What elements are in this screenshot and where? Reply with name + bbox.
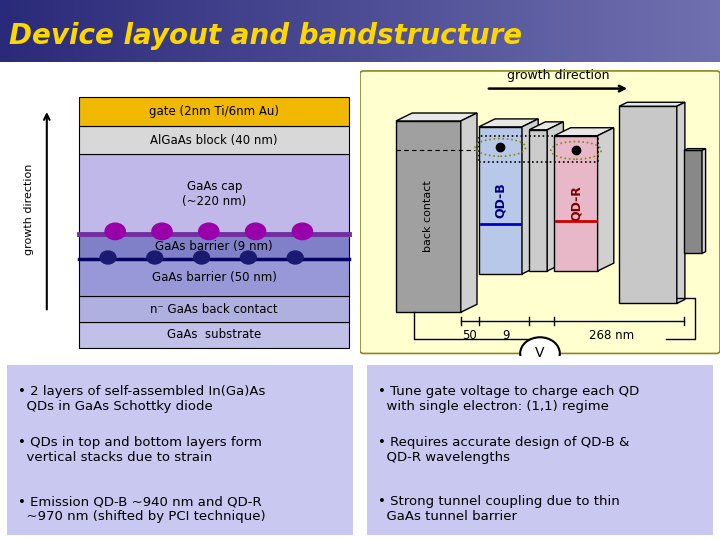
Text: QD-R: QD-R: [570, 185, 582, 221]
Text: • Strong tunnel coupling due to thin
  GaAs tunnel barrier: • Strong tunnel coupling due to thin GaA…: [377, 495, 619, 523]
Polygon shape: [619, 106, 677, 303]
Text: QD-B: QD-B: [494, 183, 507, 218]
Text: 268 nm: 268 nm: [590, 329, 634, 342]
Text: 50: 50: [462, 329, 477, 342]
Bar: [79, 322, 349, 348]
Bar: [79, 296, 349, 322]
Text: growth direction: growth direction: [507, 69, 609, 82]
Text: • Emission QD-B ~940 nm and QD-R
  ~970 nm (shifted by PCI technique): • Emission QD-B ~940 nm and QD-R ~970 nm…: [17, 495, 265, 523]
Polygon shape: [461, 113, 477, 312]
Bar: [79, 154, 349, 234]
Text: GaAs barrier (50 nm): GaAs barrier (50 nm): [152, 272, 276, 285]
FancyBboxPatch shape: [360, 71, 720, 354]
FancyBboxPatch shape: [367, 364, 713, 535]
Circle shape: [152, 223, 172, 240]
Circle shape: [100, 251, 116, 264]
Text: n⁻ GaAs back contact: n⁻ GaAs back contact: [150, 303, 278, 316]
Text: 9: 9: [502, 329, 510, 342]
Bar: [79, 97, 349, 126]
Polygon shape: [677, 102, 685, 303]
Polygon shape: [554, 128, 613, 136]
Text: AlGaAs block (40 nm): AlGaAs block (40 nm): [150, 133, 278, 146]
Bar: [79, 126, 349, 154]
Polygon shape: [522, 119, 539, 274]
FancyBboxPatch shape: [7, 364, 353, 535]
Circle shape: [147, 251, 163, 264]
Circle shape: [194, 251, 210, 264]
Text: Device layout and bandstructure: Device layout and bandstructure: [9, 22, 522, 50]
Circle shape: [287, 251, 303, 264]
Polygon shape: [396, 113, 477, 121]
Circle shape: [521, 338, 560, 370]
Bar: [79, 259, 349, 296]
Text: gate (2nm Ti/6nm Au): gate (2nm Ti/6nm Au): [149, 105, 279, 118]
Polygon shape: [684, 148, 706, 150]
Polygon shape: [598, 128, 613, 271]
Circle shape: [105, 223, 125, 240]
Text: GaAs cap
(~220 nm): GaAs cap (~220 nm): [182, 180, 246, 208]
Text: back contact: back contact: [423, 181, 433, 253]
Circle shape: [292, 223, 312, 240]
Text: GaAs barrier (9 nm): GaAs barrier (9 nm): [156, 240, 273, 253]
Polygon shape: [619, 102, 685, 106]
Polygon shape: [702, 148, 706, 253]
Text: • QDs in top and bottom layers form
  vertical stacks due to strain: • QDs in top and bottom layers form vert…: [17, 436, 261, 463]
Polygon shape: [479, 119, 539, 127]
Text: V: V: [535, 347, 545, 361]
Polygon shape: [547, 122, 563, 271]
Polygon shape: [684, 150, 702, 253]
Text: $E_F$: $E_F$: [400, 136, 416, 153]
Polygon shape: [529, 122, 563, 130]
Text: • Requires accurate design of QD-B &
  QD-R wavelengths: • Requires accurate design of QD-B & QD-…: [377, 436, 629, 463]
Polygon shape: [554, 136, 598, 271]
Bar: [79, 234, 349, 259]
Text: • 2 layers of self-assembled In(Ga)As
  QDs in GaAs Schottky diode: • 2 layers of self-assembled In(Ga)As QD…: [17, 384, 265, 413]
Polygon shape: [529, 130, 547, 271]
Circle shape: [199, 223, 219, 240]
Polygon shape: [396, 121, 461, 312]
Circle shape: [246, 223, 266, 240]
Text: • Tune gate voltage to charge each QD
  with single electron: (1,1) regime: • Tune gate voltage to charge each QD wi…: [377, 384, 639, 413]
Polygon shape: [479, 127, 522, 274]
Circle shape: [240, 251, 256, 264]
Text: GaAs  substrate: GaAs substrate: [167, 328, 261, 341]
Text: growth direction: growth direction: [24, 164, 34, 255]
